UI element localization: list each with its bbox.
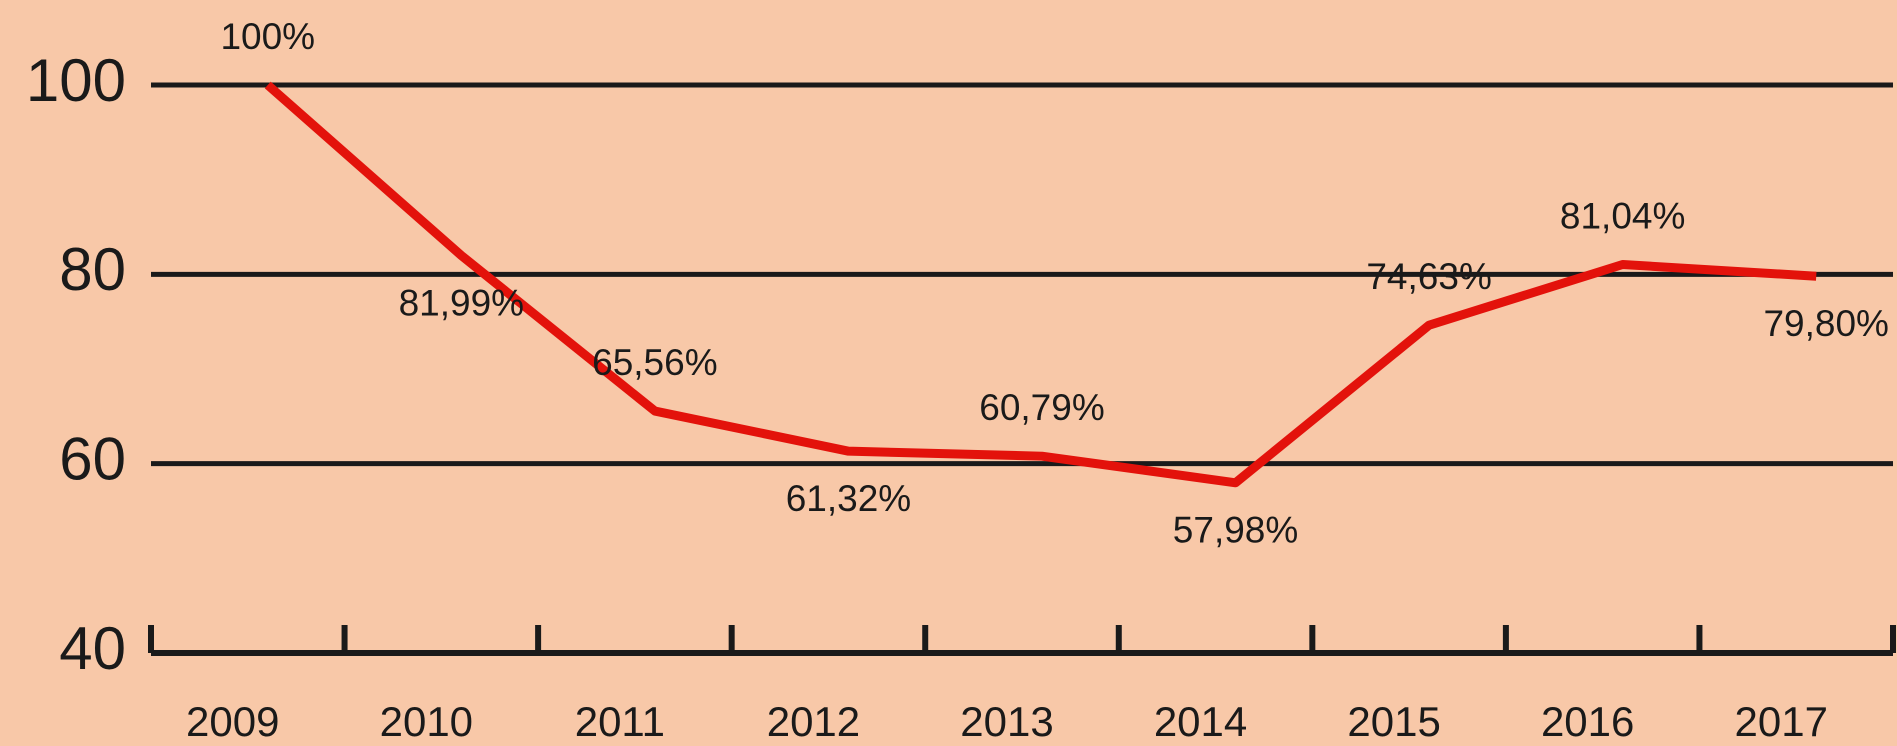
data-label: 61,32% (786, 478, 912, 519)
x-tick-label: 2010 (380, 698, 473, 745)
data-label: 60,79% (979, 387, 1105, 428)
x-tick-label: 2014 (1154, 698, 1247, 745)
y-tick-label: 60 (59, 426, 126, 493)
y-tick-label: 40 (59, 615, 126, 682)
x-tick-label: 2016 (1541, 698, 1634, 745)
data-label: 81,04% (1560, 195, 1686, 236)
data-label: 81,99% (399, 282, 525, 323)
x-tick-label: 2013 (960, 698, 1053, 745)
data-line (264, 81, 1817, 488)
x-tick-label: 2015 (1347, 698, 1440, 745)
x-tick-label: 2011 (575, 698, 665, 745)
y-tick-label: 80 (59, 236, 126, 303)
x-tick-label: 2012 (767, 698, 860, 745)
x-tick-label: 2009 (186, 698, 279, 745)
data-label: 57,98% (1173, 510, 1299, 551)
data-label: 100% (220, 16, 315, 57)
data-label: 65,56% (592, 342, 718, 383)
data-label: 79,80% (1763, 303, 1889, 344)
y-tick-label: 100 (26, 47, 126, 114)
data-label: 74,63% (1366, 256, 1492, 297)
x-tick-label: 2017 (1735, 698, 1828, 745)
